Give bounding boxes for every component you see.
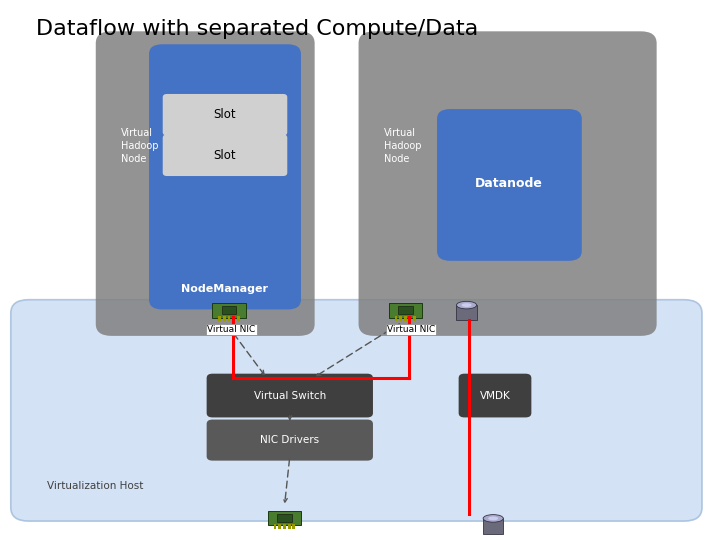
FancyBboxPatch shape — [437, 109, 582, 261]
Text: Slot: Slot — [214, 108, 236, 122]
Ellipse shape — [456, 301, 477, 309]
FancyBboxPatch shape — [163, 134, 287, 176]
Text: Slot: Slot — [214, 148, 236, 162]
FancyBboxPatch shape — [277, 514, 292, 522]
FancyBboxPatch shape — [268, 511, 301, 525]
Bar — [279, 524, 282, 529]
Bar — [218, 316, 221, 321]
Bar — [399, 316, 402, 321]
Bar — [456, 305, 477, 320]
FancyBboxPatch shape — [207, 374, 373, 417]
Ellipse shape — [483, 515, 503, 522]
FancyBboxPatch shape — [163, 94, 287, 136]
Bar — [283, 524, 286, 529]
Bar — [395, 316, 397, 321]
Bar — [274, 524, 276, 529]
Text: Virtual Switch: Virtual Switch — [253, 390, 326, 401]
Ellipse shape — [488, 516, 498, 521]
Bar — [292, 524, 295, 529]
Text: Dataflow with separated Compute/Data: Dataflow with separated Compute/Data — [36, 19, 478, 39]
Bar — [237, 316, 240, 321]
FancyBboxPatch shape — [359, 31, 657, 336]
FancyBboxPatch shape — [11, 300, 702, 521]
Bar — [404, 316, 407, 321]
FancyBboxPatch shape — [149, 44, 301, 309]
FancyBboxPatch shape — [459, 374, 531, 417]
Bar — [288, 524, 291, 529]
FancyBboxPatch shape — [389, 303, 422, 318]
Bar — [232, 316, 235, 321]
Text: VMDK: VMDK — [480, 390, 510, 401]
Bar — [408, 316, 411, 321]
Text: Virtual NIC: Virtual NIC — [207, 325, 256, 334]
Text: Datanode: Datanode — [475, 177, 543, 190]
FancyBboxPatch shape — [212, 303, 246, 318]
Bar — [483, 518, 503, 534]
Bar — [228, 316, 230, 321]
Bar — [223, 316, 226, 321]
Ellipse shape — [462, 303, 472, 307]
Text: Virtual
Hadoop
Node: Virtual Hadoop Node — [384, 127, 421, 164]
FancyBboxPatch shape — [398, 306, 413, 314]
Bar — [413, 316, 416, 321]
Text: Virtual NIC: Virtual NIC — [387, 325, 435, 334]
Text: NodeManager: NodeManager — [181, 284, 268, 294]
FancyBboxPatch shape — [207, 420, 373, 461]
Text: Virtualization Host: Virtualization Host — [47, 481, 143, 491]
Text: NIC Drivers: NIC Drivers — [260, 435, 320, 445]
FancyBboxPatch shape — [222, 306, 236, 314]
Text: Virtual
Hadoop
Node: Virtual Hadoop Node — [121, 127, 158, 164]
FancyBboxPatch shape — [96, 31, 315, 336]
